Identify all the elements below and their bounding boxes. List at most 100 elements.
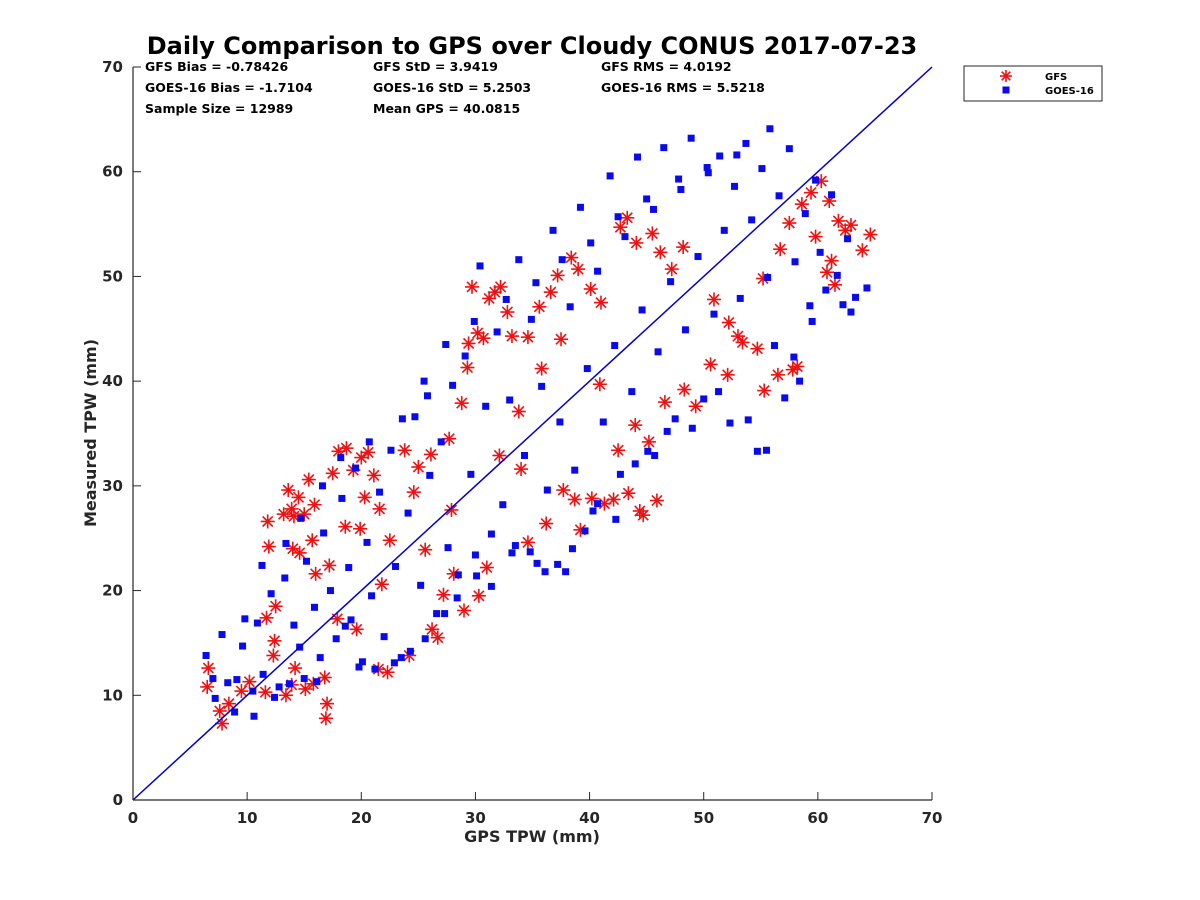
gfs-point [260, 514, 275, 529]
goes16-point [487, 530, 495, 538]
legend-marker-goes16 [1002, 86, 1010, 94]
gfs-point [543, 285, 558, 300]
goes16-point [677, 186, 685, 194]
stat-label: Sample Size = 12989 [145, 101, 293, 116]
gfs-point [863, 227, 878, 242]
goes16-point [643, 195, 651, 203]
goes16-point [390, 659, 398, 667]
goes16-point [748, 216, 756, 224]
y-tick-label: 50 [102, 267, 123, 285]
gfs-point [423, 447, 438, 462]
goes16-point [487, 582, 495, 590]
goes16-point [700, 395, 708, 403]
goes16-point [476, 262, 484, 270]
goes16-point [337, 454, 345, 462]
gfs-point [514, 462, 529, 477]
gfs-point [476, 331, 491, 346]
gfs-point [564, 250, 579, 265]
goes16-point [471, 551, 479, 559]
gfs-point [688, 399, 703, 414]
gfs-point [442, 431, 457, 446]
goes16-point [404, 509, 412, 517]
gfs-point [330, 611, 345, 626]
gfs-point [827, 277, 842, 292]
goes16-point [302, 557, 310, 565]
goes16-point [406, 647, 414, 655]
goes16-point [556, 418, 564, 426]
gfs-point [266, 648, 281, 663]
gfs-point [318, 711, 333, 726]
goes16-point [583, 365, 591, 373]
goes16-point [654, 348, 662, 356]
goes16-point [801, 210, 809, 218]
goes16-point [420, 377, 428, 385]
goes16-point [338, 494, 346, 502]
gfs-point [307, 497, 322, 512]
goes16-point [423, 392, 431, 400]
goes16-point [444, 544, 452, 552]
goes16-point [631, 460, 639, 468]
gfs-point [819, 265, 834, 280]
gfs-point [831, 213, 846, 228]
goes16-point [651, 451, 659, 459]
goes16-point [844, 235, 852, 243]
goes16-point [731, 182, 739, 190]
gfs-point [268, 599, 283, 614]
goes16-point [267, 590, 275, 598]
gfs-point [703, 357, 718, 372]
goes16-point [599, 418, 607, 426]
goes16-point [762, 446, 770, 454]
goes16-point [638, 306, 646, 314]
x-tick-label: 10 [237, 809, 258, 827]
goes16-point [417, 581, 425, 589]
goes16-point [442, 340, 450, 348]
stat-label: GFS Bias = -0.78426 [145, 59, 288, 74]
gfs-point [305, 533, 320, 548]
goes16-point [538, 382, 546, 390]
gfs-point [657, 395, 672, 410]
gfs-point [629, 235, 644, 250]
goes16-point [371, 665, 379, 673]
y-ticks: 0 10 20 30 40 50 60 70 [102, 58, 141, 809]
goes16-point [770, 342, 778, 350]
stats-block: GFS Bias = -0.78426 GFS StD = 3.9419 GFS R… [145, 59, 765, 116]
gfs-point [361, 445, 376, 460]
gfs-point [583, 281, 598, 296]
gfs-point [773, 242, 788, 257]
gfs-point [677, 382, 692, 397]
gfs-point [322, 558, 337, 573]
goes16-point [259, 670, 267, 678]
legend-label: GOES-16 [1045, 86, 1094, 97]
gfs-point [465, 279, 480, 294]
gfs-point [534, 361, 549, 376]
gfs-point [621, 486, 636, 501]
goes16-point [352, 464, 360, 472]
x-ticks: 0 10 20 30 40 50 60 70 [128, 792, 942, 827]
goes16-point [297, 514, 305, 522]
goes16-point [358, 658, 366, 666]
goes16-point [621, 233, 629, 241]
gfs-point [380, 665, 395, 680]
gfs-point [382, 533, 397, 548]
goes16-point [250, 712, 258, 720]
gfs-point [550, 268, 565, 283]
goes16-point [681, 326, 689, 334]
gfs-point [794, 197, 809, 212]
goes16-point [209, 675, 217, 683]
goes16-point [433, 610, 441, 618]
gfs-point [349, 622, 364, 637]
y-tick-label: 70 [102, 58, 123, 76]
goes16-point [671, 415, 679, 423]
gfs-point [790, 359, 805, 374]
gfs-point [676, 240, 691, 255]
goes16-point [726, 419, 734, 427]
goes16-point [822, 286, 830, 294]
goes16-point [508, 549, 516, 557]
gfs-point [397, 443, 412, 458]
goes16-point [611, 342, 619, 350]
legend: GFS GOES-16 [963, 65, 1103, 102]
stat-label: GOES-16 StD = 5.2503 [373, 80, 531, 95]
gfs-point [357, 490, 372, 505]
stat-label: Mean GPS = 40.0815 [373, 101, 520, 116]
